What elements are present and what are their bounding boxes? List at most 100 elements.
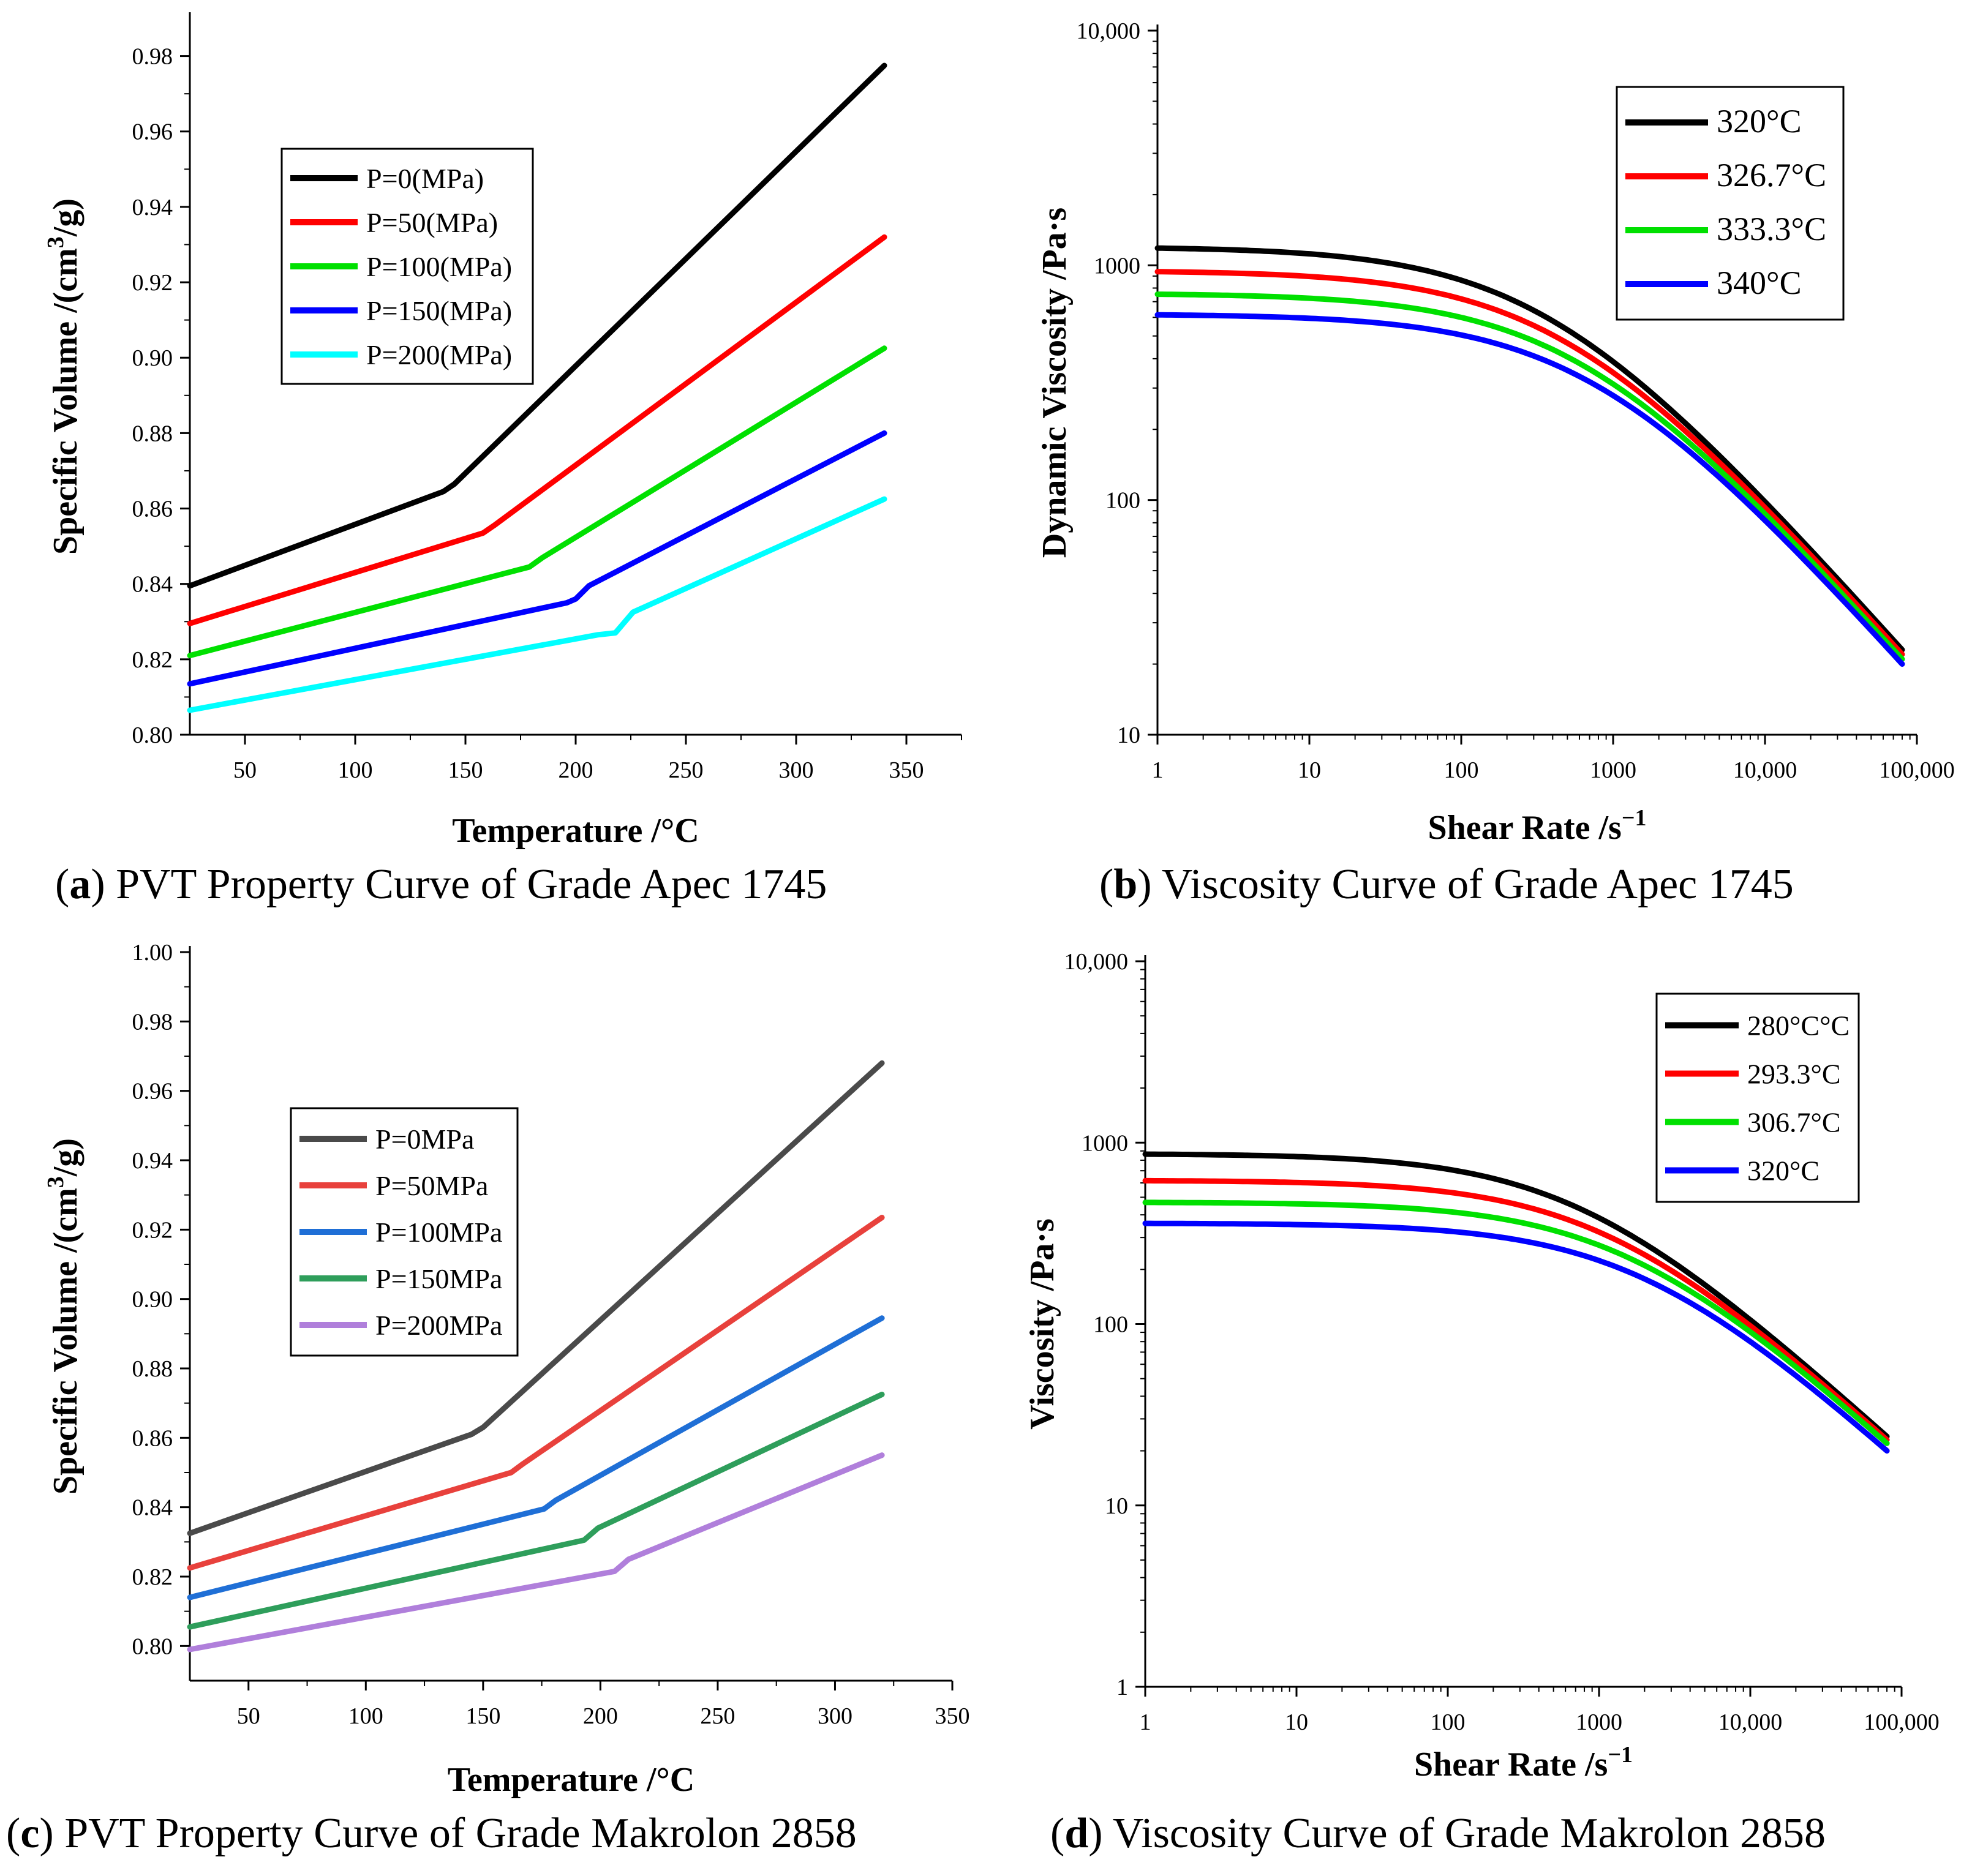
y-tick-label: 0.88 — [132, 1356, 173, 1382]
caption-b: (b) Viscosity Curve of Grade Apec 1745 — [1099, 861, 1794, 908]
y-axis-title: Specific Volume /(cm3/g) — [43, 1138, 85, 1495]
x-tick-label: 100,000 — [1864, 1709, 1940, 1735]
legend-label: P=50(MPa) — [366, 207, 498, 238]
x-axis-title: Temperature /°C — [452, 812, 699, 850]
y-axis-title: Dynamic Viscosity /Pa·s — [1036, 208, 1074, 558]
x-tick-label: 150 — [448, 757, 483, 783]
x-tick-label: 1000 — [1590, 757, 1636, 783]
x-tick-label: 100 — [348, 1703, 383, 1729]
legend-label: 326.7°C — [1717, 157, 1826, 193]
y-tick-label: 0.82 — [132, 1564, 173, 1590]
x-tick-label: 10 — [1285, 1709, 1308, 1735]
legend-label: P=100MPa — [375, 1217, 502, 1248]
y-tick-label: 0.94 — [132, 195, 173, 220]
series-line-2 — [1154, 269, 1905, 658]
x-tick-label: 100 — [1431, 1709, 1466, 1735]
legend-label: P=150(MPa) — [366, 295, 512, 326]
legend-label: P=0MPa — [375, 1124, 474, 1155]
series-line-2 — [187, 1215, 885, 1571]
y-tick-label: 0.92 — [132, 270, 173, 296]
caption-a: (a) PVT Property Curve of Grade Apec 174… — [55, 861, 827, 908]
x-axis-title: Temperature /°C — [448, 1761, 694, 1799]
y-tick-label: 0.90 — [132, 345, 173, 371]
x-tick-label: 150 — [465, 1703, 500, 1729]
y-tick-label: 0.90 — [132, 1287, 173, 1313]
x-tick-label: 10,000 — [1718, 1709, 1783, 1735]
series-line-3 — [1142, 1199, 1890, 1446]
chart-d: 1 10 100 1000 10,000 100,000 1 10 100 1000 10,000 2… — [1023, 949, 1940, 1784]
y-tick-label: 0.84 — [132, 1495, 173, 1521]
chart-c: 50 100 150 200 250 300 350 0.80 0.82 0.84 0.86 0.88… — [43, 940, 970, 1799]
y-tick-label: 0.92 — [132, 1217, 173, 1243]
x-tick-label: 50 — [237, 1703, 260, 1729]
x-tick-label: 200 — [583, 1703, 618, 1729]
series-line-1 — [187, 62, 887, 589]
x-tick-label: 100,000 — [1879, 757, 1955, 783]
y-axis-title: Specific Volume /(cm3/g) — [43, 198, 85, 555]
y-tick-label: 0.86 — [132, 497, 173, 522]
legend-label: P=100(MPa) — [366, 251, 512, 282]
x-tick-label: 350 — [935, 1703, 970, 1729]
x-tick-label: 300 — [779, 757, 814, 783]
y-tick-label: 1000 — [1094, 253, 1140, 279]
y-tick-label: 10,000 — [1064, 949, 1129, 975]
y-tick-label: 0.84 — [132, 572, 173, 598]
x-tick-label: 200 — [559, 757, 593, 783]
legend-label: 306.7°C — [1747, 1107, 1841, 1138]
x-axis-title: Shear Rate /s−1 — [1414, 1742, 1633, 1784]
legend-label: 340°C — [1717, 265, 1802, 301]
legend-label: 280°C°C — [1747, 1010, 1850, 1041]
y-axis-title: Viscosity /Pa·s — [1023, 1218, 1061, 1430]
y-tick-label: 100 — [1105, 488, 1140, 514]
x-tick-label: 10 — [1298, 757, 1321, 783]
legend-label: P=0(MPa) — [366, 163, 484, 194]
legend-label: 333.3°C — [1717, 211, 1826, 247]
x-tick-label: 250 — [700, 1703, 735, 1729]
x-tick-label: 1 — [1140, 1709, 1151, 1735]
legend-box — [1616, 86, 1845, 321]
series-line-5 — [187, 1452, 885, 1653]
y-tick-label: 100 — [1093, 1312, 1128, 1338]
caption-d: (d) Viscosity Curve of Grade Makrolon 28… — [1050, 1810, 1826, 1857]
y-tick-label: 0.94 — [132, 1148, 173, 1174]
x-tick-label: 250 — [669, 757, 704, 783]
x-tick-label: 350 — [889, 757, 924, 783]
series-line-3 — [187, 345, 887, 659]
series-line-4 — [187, 1392, 885, 1630]
series-line-4 — [1142, 1220, 1890, 1454]
y-tick-label: 0.98 — [132, 1009, 173, 1035]
x-tick-label: 1 — [1152, 757, 1164, 783]
y-tick-label: 0.80 — [132, 722, 173, 748]
legend-label: 293.3°C — [1747, 1059, 1841, 1090]
series-line-1 — [187, 1060, 885, 1536]
y-tick-label: 0.80 — [132, 1634, 173, 1659]
legend-box — [1655, 992, 1860, 1203]
y-tick-label: 0.98 — [132, 44, 173, 70]
y-tick-label: 0.86 — [132, 1425, 173, 1451]
x-axis-title: Shear Rate /s−1 — [1428, 805, 1647, 847]
y-tick-label: 0.82 — [132, 647, 173, 673]
y-tick-label: 1 — [1116, 1675, 1128, 1700]
y-tick-label: 0.88 — [132, 421, 173, 446]
series-line-3 — [187, 1315, 885, 1600]
legend-label: 320°C — [1717, 103, 1802, 140]
x-tick-label: 100 — [1444, 757, 1479, 783]
x-tick-label: 1000 — [1576, 1709, 1622, 1735]
legend-label: 320°C — [1747, 1155, 1820, 1187]
series-line-4 — [1154, 312, 1905, 667]
legend-label: P=50MPa — [375, 1170, 488, 1201]
series-line-2 — [1142, 1177, 1890, 1443]
y-tick-label: 10 — [1117, 722, 1140, 748]
chart-b: 1 10 100 1000 10,000 100,000 10 100 1000 10,000 32… — [1036, 18, 1955, 847]
y-tick-label: 0.96 — [132, 1079, 173, 1105]
x-tick-label: 300 — [818, 1703, 852, 1729]
series-line-2 — [187, 234, 887, 626]
series-line-1 — [1154, 245, 1905, 653]
series-line-5 — [187, 496, 887, 713]
y-tick-label: 1000 — [1082, 1130, 1128, 1156]
y-tick-label: 1.00 — [132, 940, 173, 966]
y-tick-label: 0.96 — [132, 119, 173, 145]
legend-label: P=150MPa — [375, 1263, 502, 1294]
chart-a: 50 100 150 200 250 300 350 0.80 0.82 0.84 0.86 0.88… — [43, 12, 962, 850]
